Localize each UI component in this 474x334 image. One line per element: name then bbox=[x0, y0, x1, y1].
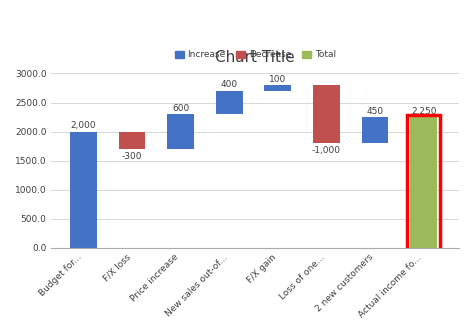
Bar bbox=[264, 85, 291, 91]
Text: -300: -300 bbox=[122, 152, 142, 161]
Legend: Increase, Decrease, Total: Increase, Decrease, Total bbox=[171, 47, 339, 63]
Title: Chart Title: Chart Title bbox=[215, 50, 295, 65]
Bar bbox=[167, 114, 194, 149]
Bar bbox=[410, 117, 437, 248]
Text: 100: 100 bbox=[269, 75, 286, 84]
Bar bbox=[407, 115, 440, 250]
Text: 600: 600 bbox=[172, 104, 189, 113]
Bar bbox=[362, 117, 389, 143]
Bar bbox=[70, 132, 97, 248]
Bar bbox=[118, 132, 146, 149]
Text: 400: 400 bbox=[221, 80, 238, 90]
Bar bbox=[216, 91, 243, 114]
Text: 2,250: 2,250 bbox=[411, 107, 437, 116]
Text: -1,000: -1,000 bbox=[312, 146, 341, 155]
Text: 450: 450 bbox=[366, 107, 383, 116]
Text: 2,000: 2,000 bbox=[71, 121, 96, 130]
Bar bbox=[313, 85, 340, 143]
